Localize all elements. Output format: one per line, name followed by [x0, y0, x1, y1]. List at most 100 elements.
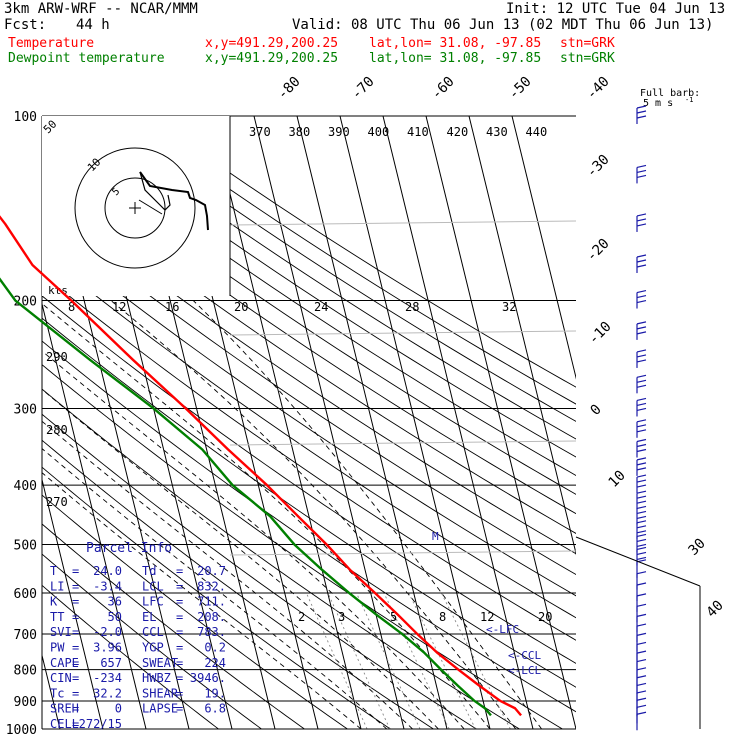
- theta-label-390: 390: [328, 125, 350, 139]
- parcel-info-cell: 208.: [197, 610, 226, 624]
- mixing-label-lower-2: 2: [298, 610, 305, 624]
- theta-label-420: 420: [447, 125, 469, 139]
- wind-barb: [636, 505, 647, 525]
- dry-adiabat-360: [42, 252, 576, 619]
- hodograph-ring-0: [104, 177, 166, 239]
- isotherm-label--60: -60: [429, 74, 458, 103]
- wind-barb: [636, 254, 647, 273]
- wind-barb: [636, 711, 647, 731]
- parcel-info-cell: =: [176, 564, 183, 578]
- skewt-grid: [41, 115, 576, 730]
- model-title: 3km ARW-WRF -- NCAR/MMM: [4, 1, 198, 17]
- barb-flag: [636, 667, 647, 671]
- parcel-info-cell: =: [72, 717, 79, 731]
- barb-flag: [636, 299, 647, 304]
- isotherm-label-40: 40: [704, 598, 727, 621]
- dry-adiabat-480: [148, 116, 576, 388]
- pressure-label-200: 200: [14, 295, 37, 310]
- parcel-info-cell: HWBZ: [142, 671, 171, 685]
- barb-flag: [636, 632, 647, 636]
- isotherm--30: [124, 116, 276, 729]
- parcel-info-cell: =: [72, 656, 79, 670]
- barb-legend-title: Full barb:: [640, 88, 700, 99]
- parcel-info-cell: 24.0: [93, 564, 122, 578]
- barb-flag: [636, 711, 647, 715]
- isotherm-label--40: -40: [584, 74, 613, 103]
- barb-flag: [636, 650, 647, 654]
- parcel-info-cell: -3.4: [93, 579, 122, 593]
- parcel-info-cell: =: [72, 595, 79, 609]
- dry-adiabat-470: [125, 116, 576, 405]
- dry-adiabat-310: [42, 364, 564, 729]
- mixing-label-lower-12: 12: [480, 610, 494, 624]
- isotherm-label--10: -10: [586, 319, 615, 348]
- barb-flag: [636, 603, 647, 607]
- wind-barb: [636, 613, 647, 633]
- aux-line: [229, 440, 576, 446]
- pressure-label-900: 900: [14, 695, 37, 710]
- isotherm-10: [296, 116, 448, 729]
- dry-adiabat-260: [42, 494, 349, 729]
- forecast-label: Fcst:: [4, 17, 47, 33]
- barb-flag: [636, 556, 647, 561]
- barb-legend-exp: -1: [685, 96, 693, 104]
- parcel-info-cell: 224: [204, 656, 226, 670]
- hodograph-trace-2: [139, 171, 171, 211]
- parcel-info-cell: 36: [108, 595, 122, 609]
- theta-label-370: 370: [249, 125, 271, 139]
- theta-label-430: 430: [486, 125, 508, 139]
- parcel-info-cell: CELL: [50, 717, 79, 731]
- dry-adiabat-280: [42, 439, 435, 729]
- pressure-label-1000: 1000: [6, 723, 37, 738]
- parcel-info-cell: SWEAT: [142, 656, 178, 670]
- barb-flag: [636, 321, 647, 325]
- parcel-info-cell: LFC: [142, 595, 164, 609]
- aux-line: [229, 550, 576, 556]
- dry-adiabat-450: [81, 116, 576, 440]
- dry-adiabat-230: [42, 584, 220, 729]
- dewpoint-xy: x,y=491.29,200.25: [205, 51, 339, 66]
- parcel-info-cell: 6.8: [204, 702, 226, 716]
- parcel-info-cell: =: [176, 595, 183, 609]
- barb-flag: [636, 571, 647, 575]
- parcel-info-cell: -2.0: [93, 625, 122, 639]
- parcel-info-cell: 0.2: [204, 641, 226, 655]
- barb-legend-value: 5 m s: [643, 98, 673, 109]
- mixing-label-lower-20: 20: [538, 610, 552, 624]
- barb-flag: [636, 259, 647, 263]
- wind-barb: [636, 321, 647, 340]
- parcel-info-cell: 20.7: [197, 564, 226, 578]
- mixing-label-lower-5: 5: [390, 610, 397, 624]
- dry-adiabat-460: [103, 116, 576, 422]
- barb-flag: [636, 582, 647, 586]
- barb-flag: [636, 254, 647, 258]
- dry-adiabat-250: [42, 523, 306, 729]
- barb-flag: [636, 326, 647, 330]
- pressure-label-400: 400: [14, 479, 37, 494]
- barb-flag: [636, 490, 647, 494]
- dry-adiabat-390: [42, 192, 576, 555]
- parcel-info-cell: =: [72, 641, 79, 655]
- theta-left-label-270: 270: [46, 495, 68, 509]
- parcel-info-cell: =: [72, 686, 79, 700]
- temperature-profile: [0, 215, 522, 717]
- isotherm-label--70: -70: [349, 74, 378, 103]
- barb-flag: [636, 374, 647, 378]
- dry-adiabat-330: [42, 317, 576, 688]
- parcel-info-cell: CAPE: [50, 656, 79, 670]
- barb-flag: [636, 495, 647, 499]
- parcel-info-cell: SHEAR: [142, 686, 179, 700]
- barb-flag: [636, 457, 647, 461]
- temperature-legend: Temperature: [8, 36, 95, 51]
- dry-adiabat-440: [59, 116, 576, 458]
- mixing-label-upper-24: 24: [314, 300, 328, 314]
- barb-flag: [636, 354, 647, 358]
- wind-barb: [636, 603, 647, 623]
- isotherm--60: [42, 301, 147, 729]
- wind-barb: [636, 533, 647, 553]
- barb-flag: [636, 218, 647, 222]
- wind-barb: [636, 571, 647, 590]
- parcel-info-title: Parcel Info: [86, 541, 172, 556]
- init-time: Init: 12 UTC Tue 04 Jun 13: [506, 1, 726, 17]
- wind-barb: [636, 164, 647, 184]
